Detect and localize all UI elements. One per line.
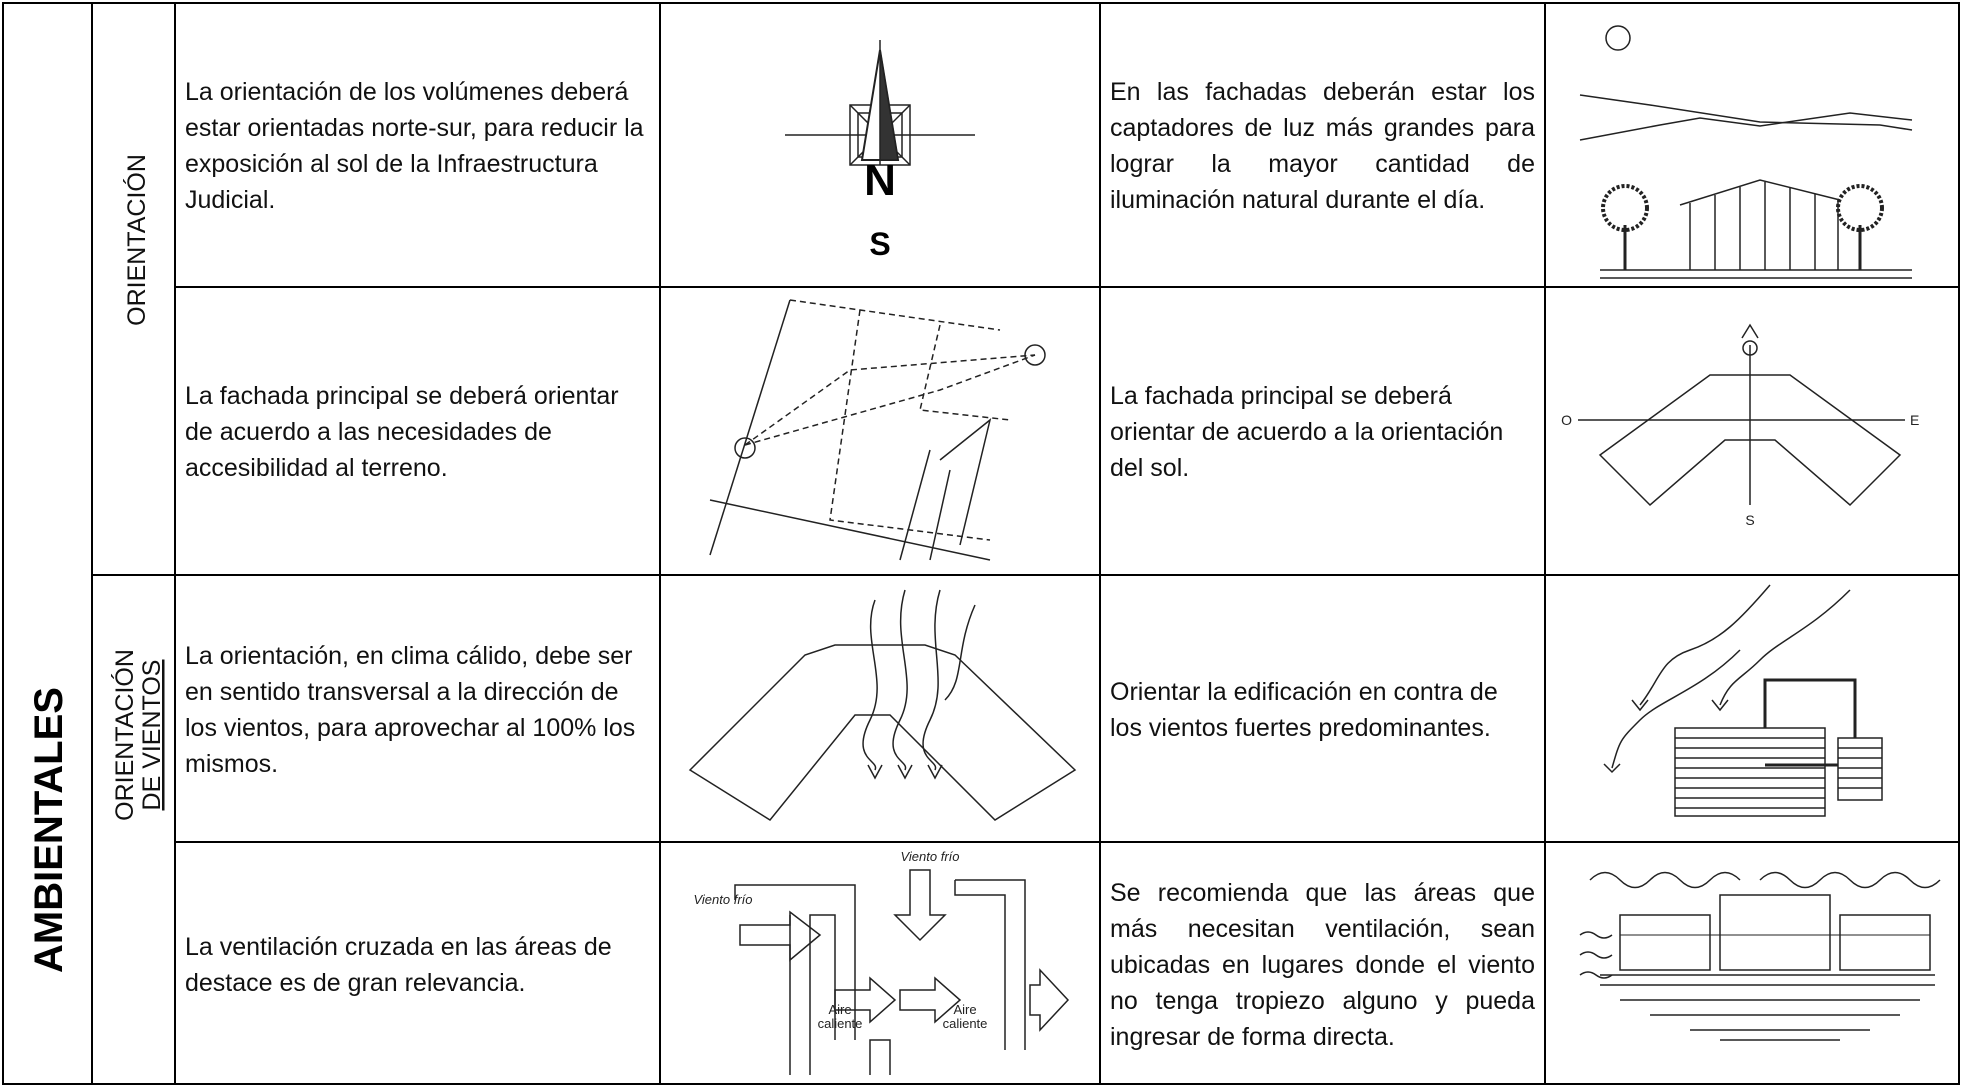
category-label: AMBIENTALES xyxy=(27,687,71,973)
criterion-text: La ventilación cruzada en las áreas de d… xyxy=(185,933,612,997)
criterion-text: La orientación, en clima cálido, debe se… xyxy=(185,641,636,778)
sun-orientation-figure: O E S xyxy=(1561,323,1919,528)
criterion-cell: La ventilación cruzada en las áreas de d… xyxy=(185,844,625,1086)
landscape-figure xyxy=(1579,25,1913,279)
west-label: O xyxy=(1561,412,1572,428)
south-label: S xyxy=(1745,512,1754,528)
criterion-cell: La orientación de los volúmenes deberá e… xyxy=(185,5,650,287)
recommendation-text: En las fachadas deberán estar los captad… xyxy=(1110,78,1535,214)
cold-wind-label: Viento frío xyxy=(900,849,960,864)
criterion-text: La fachada principal se deberá orientar … xyxy=(185,382,619,482)
cross-ventilation-figure xyxy=(734,869,1070,1075)
recommendation-cell: En las fachadas deberán estar los captad… xyxy=(1110,5,1535,287)
wind-facade-figure xyxy=(1579,871,1941,1041)
cold-wind-label: Viento frío xyxy=(693,892,753,907)
criterion-cell: La orientación, en clima cálido, debe se… xyxy=(185,577,650,842)
recommendation-cell: Se recomienda que las áreas que más nece… xyxy=(1110,844,1535,1086)
site-sketch-figure xyxy=(709,299,1046,561)
recommendation-text: Se recomienda que las áreas que más nece… xyxy=(1110,879,1535,1051)
group-label: ORIENTACIÓN xyxy=(122,154,151,326)
compass-figure: N S xyxy=(785,40,975,262)
wind-plan-figure xyxy=(1603,584,1883,817)
criterion-cell: La fachada principal se deberá orientar … xyxy=(185,289,635,575)
east-label: E xyxy=(1910,412,1919,428)
recommendation-text: Orientar la edificación en contra de los… xyxy=(1110,677,1498,742)
compass-north: N xyxy=(864,156,896,205)
group-label: DE VIENTOS xyxy=(138,660,166,811)
recommendation-text: La fachada principal se deberá orientar … xyxy=(1110,382,1504,482)
warm-air-label: Aire caliente xyxy=(817,1002,863,1031)
recommendation-cell: Orientar la edificación en contra de los… xyxy=(1110,577,1530,842)
recommendation-cell: La fachada principal se deberá orientar … xyxy=(1110,289,1530,575)
compass-south: S xyxy=(869,226,890,262)
criterion-text: La orientación de los volúmenes deberá e… xyxy=(185,78,644,214)
wind-building-figure xyxy=(688,589,1077,821)
group-label: ORIENTACIÓN xyxy=(110,649,139,821)
warm-air-label: Aire caliente xyxy=(942,1002,988,1031)
